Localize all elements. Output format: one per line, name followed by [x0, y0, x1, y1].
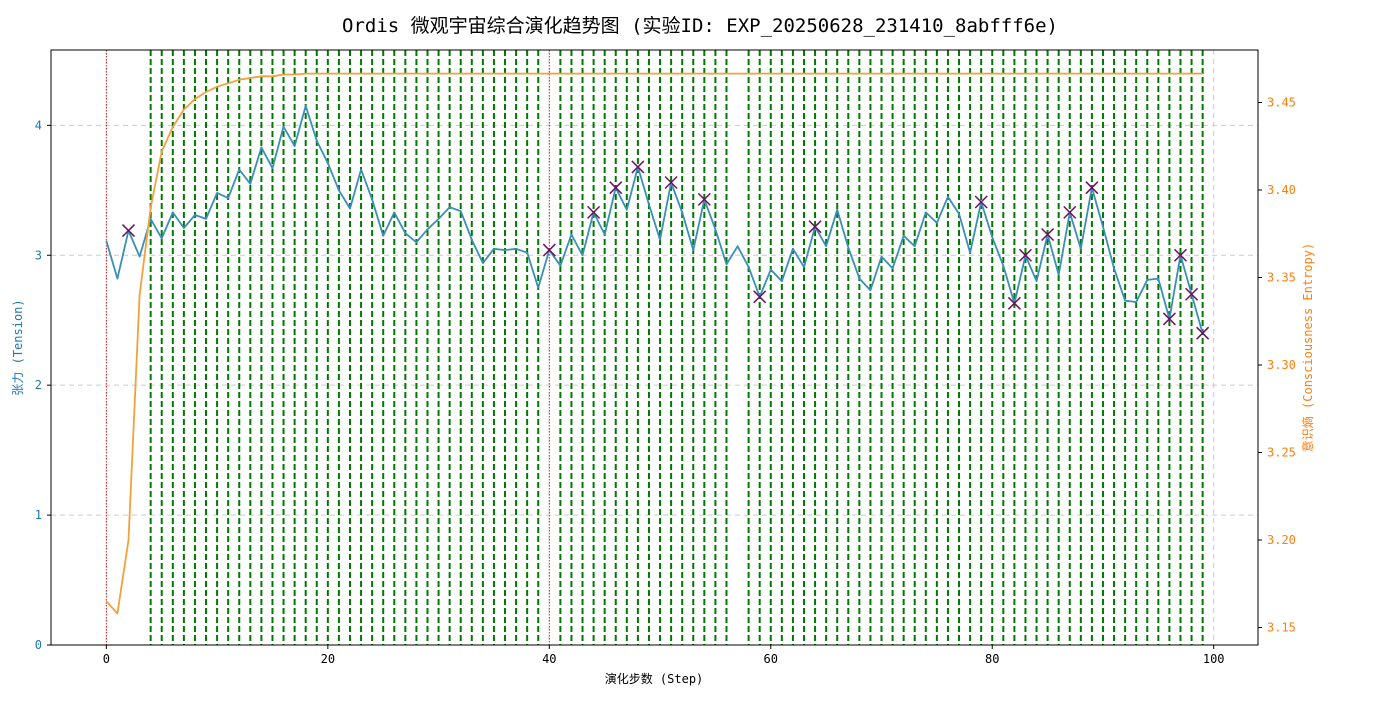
x-marker [1173, 248, 1188, 262]
x-marker [121, 224, 136, 238]
x-marker [542, 243, 556, 257]
y-tick-label-left: 0 [35, 638, 42, 652]
y-tick-label-right: 3.15 [1267, 621, 1296, 635]
x-tick-label: 20 [321, 652, 335, 666]
x-tick-label: 80 [985, 652, 999, 666]
y-tick-label-left: 3 [35, 248, 42, 262]
x-marker [974, 195, 988, 209]
x-marker-stroke [631, 160, 645, 174]
x-marker-stroke [1018, 248, 1032, 262]
x-marker [697, 192, 711, 206]
x-marker [1007, 296, 1021, 310]
x-marker-stroke [697, 192, 711, 206]
x-marker-stroke [1085, 181, 1099, 195]
chart-title: Ordis 微观宇宙综合演化趋势图 (实验ID: EXP_20250628_23… [342, 15, 1058, 37]
x-marker [753, 290, 767, 304]
x-marker [587, 205, 601, 219]
x-tick-label: 100 [1203, 652, 1225, 666]
x-marker-stroke [1196, 326, 1210, 340]
x-marker-stroke [1185, 287, 1199, 301]
x-tick-label: 40 [542, 652, 556, 666]
x-marker-stroke [1007, 296, 1021, 310]
x-marker-stroke [587, 205, 601, 219]
y-tick-label-left: 4 [35, 118, 42, 132]
x-marker-stroke [1162, 312, 1176, 326]
x-marker-stroke [664, 175, 678, 190]
x-marker [664, 175, 678, 190]
y-tick-label-right: 3.30 [1267, 358, 1296, 372]
x-marker-stroke [1041, 227, 1055, 242]
x-tick-label: 0 [103, 652, 110, 666]
y-tick-label-right: 3.40 [1267, 183, 1296, 197]
x-marker [1041, 227, 1055, 242]
y-tick-label-right: 3.20 [1267, 533, 1296, 547]
x-marker [808, 220, 822, 234]
x-marker [609, 181, 623, 195]
y-axis-label-right: 意识熵 (Consciousness Entropy) [1300, 243, 1315, 452]
axes-layer: 0 20 40 60 80 100 0 1 2 3 4 3.15 3.20 3.25 3.30 3.35 3.4… [35, 49, 1296, 666]
x-marker-stroke [1063, 205, 1077, 219]
series-layer [105, 72, 1204, 615]
x-axis-label: 演化步数 (Step) [605, 671, 704, 686]
event-lines-layer [149, 50, 1204, 645]
x-marker-stroke [808, 220, 822, 234]
x-marker-stroke [542, 243, 556, 257]
grid-layer [51, 50, 1258, 646]
y-axis-label-left: 张力 (Tension) [11, 299, 25, 395]
x-marker [1085, 181, 1099, 195]
x-marker-stroke [974, 195, 988, 209]
x-marker [1185, 287, 1199, 301]
y-tick-label-right: 3.25 [1267, 446, 1296, 460]
x-markers-layer [121, 160, 1210, 340]
x-marker [1063, 205, 1077, 219]
x-marker-stroke [121, 224, 136, 238]
x-marker-stroke [1173, 248, 1188, 262]
y-tick-label-left: 1 [35, 508, 42, 522]
red-lines-layer [105, 50, 550, 645]
x-marker-stroke [753, 290, 767, 304]
x-tick-label: 60 [764, 652, 778, 666]
x-marker [1162, 312, 1176, 326]
plot-frame [50, 49, 1259, 646]
y-tick-label-right: 3.35 [1267, 271, 1296, 285]
entropy-series-line [105, 72, 1203, 615]
x-marker [1018, 248, 1032, 262]
x-marker [631, 160, 645, 174]
y-tick-label-left: 2 [35, 378, 42, 392]
x-marker [1196, 326, 1210, 340]
tension-series-line [105, 105, 1204, 334]
y-tick-label-right: 3.45 [1267, 96, 1296, 110]
x-marker-stroke [609, 181, 623, 195]
